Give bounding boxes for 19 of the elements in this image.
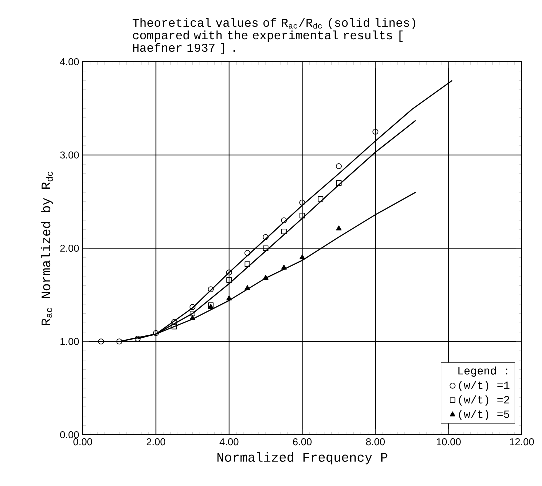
- y-tick-label: 2.00: [60, 244, 80, 252]
- y-tick-label: 3.00: [60, 152, 80, 159]
- y-tick-label: 0.00: [60, 431, 80, 439]
- x-tick-label: 6.00: [293, 438, 312, 446]
- x-axis-title: Normalized Frequency P: [218, 452, 388, 465]
- legend-title: Legend :: [458, 366, 508, 377]
- x-tick-label: 0.00: [74, 438, 92, 446]
- y-tick-label: 1.00: [60, 338, 80, 346]
- x-tick-label: 10.00: [437, 438, 461, 446]
- chart-title: Theoretical values of R$_{ac}$/R$_{dc}$ (solid lines) compared with the experimental results [ Haefner 1937 ] .: [132, 18, 416, 54]
- x-tick-label: 4.00: [220, 438, 239, 446]
- y-axis-title: R$_{ac}$ Normalized by R$_{dc}$: [41, 172, 54, 326]
- x-tick-label: 2.00: [146, 438, 166, 446]
- legend-label: (w/t) =5: [459, 410, 510, 420]
- x-tick-label: 8.00: [366, 438, 386, 446]
- legend-label: (w/t) =2: [459, 396, 510, 406]
- y-tick-label: 4.00: [60, 58, 80, 66]
- x-tick-label: 12.00: [510, 438, 534, 446]
- legend-label: (w/t) =1: [459, 381, 510, 392]
